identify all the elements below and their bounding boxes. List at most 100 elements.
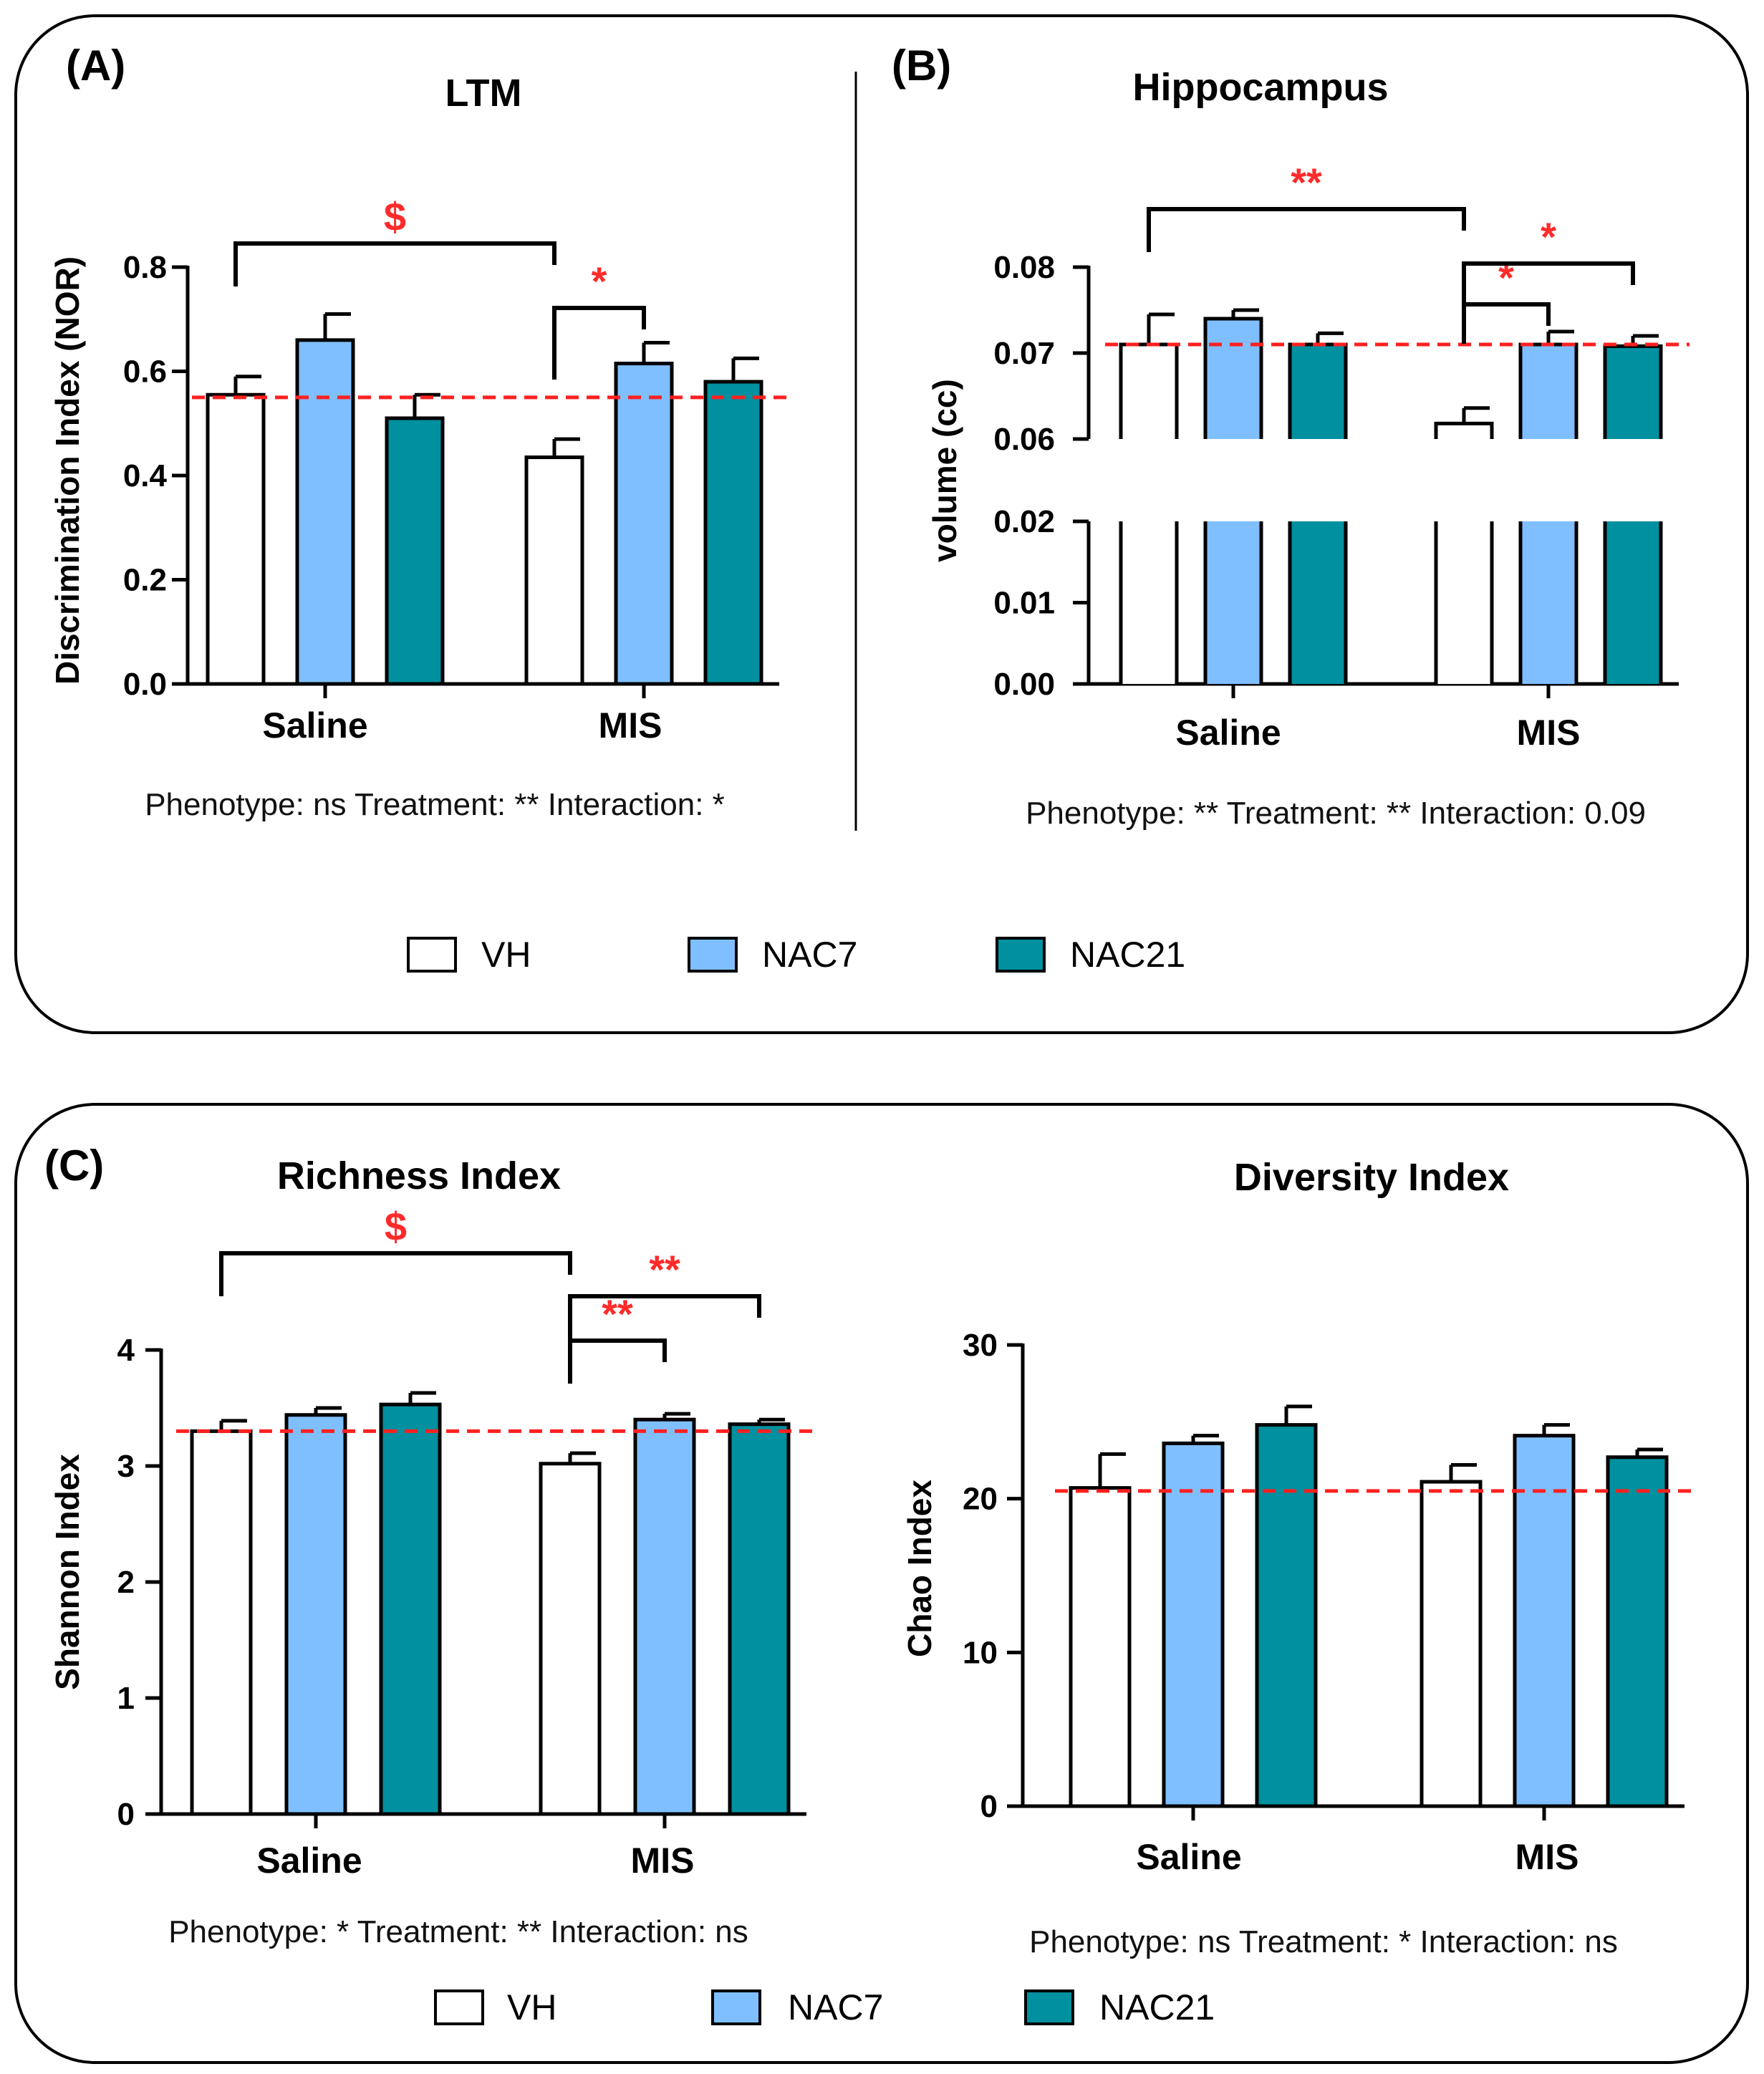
significance-label: $ <box>384 194 406 239</box>
bar-nac7 <box>614 362 674 686</box>
legend-label-nac7: NAC7 <box>762 935 857 975</box>
bar-nac7-lower <box>1520 521 1576 684</box>
y-axis-label-shannon: Shannon Index <box>49 1454 86 1690</box>
significance-bracket <box>568 1339 667 1384</box>
chart-title-hippocampus: Hippocampus <box>1132 66 1388 109</box>
legend-bottom: VH NAC7 NAC21 <box>434 1987 1215 2027</box>
stats-line-hippocampus: Phenotype: ** Treatment: ** Interaction:… <box>1026 796 1646 831</box>
bar-nac7 <box>633 1417 696 1816</box>
bar-nac21 <box>379 1402 442 1816</box>
legend-label-vh: VH <box>507 1987 556 2027</box>
bar-nac21-lower-outline <box>1288 521 1348 684</box>
legend-swatch-nac21 <box>996 937 1046 973</box>
bar-nac7 <box>284 1413 347 1816</box>
x-category-label: MIS <box>599 705 662 746</box>
y-tick-label: 0.6 <box>123 354 167 390</box>
significance-bracket <box>552 306 646 380</box>
legend-label-nac7: NAC7 <box>788 1987 883 2027</box>
chart-richness: 0 1 2 3 4 Saline MIS $ ** ** <box>117 1204 817 1881</box>
y-tick-label: 0.2 <box>123 563 167 598</box>
panel-label-c: (C) <box>44 1142 104 1190</box>
significance-label: * <box>1498 255 1514 300</box>
legend-label-nac21: NAC21 <box>1099 1987 1215 2027</box>
y-axis-label-hippocampus: volume (cc) <box>926 379 963 562</box>
bar-nac21-lower <box>1290 521 1346 684</box>
bar-nac21-lower <box>1605 521 1661 684</box>
bar-nac7-lower-outline <box>1203 521 1263 684</box>
y-tick-label: 20 <box>963 1482 998 1517</box>
y-tick-label: 0.07 <box>993 336 1055 371</box>
bar-vh <box>539 1462 602 1816</box>
panel-label-b: (B) <box>892 42 951 90</box>
significance-bracket <box>219 1251 572 1296</box>
significance-label: ** <box>602 1291 633 1336</box>
bar-vh <box>1420 1480 1483 1808</box>
significance-label: * <box>1541 214 1556 259</box>
bar-vh-lower <box>1436 521 1492 684</box>
y-tick-label: 1 <box>117 1681 135 1716</box>
panel-frame-top <box>14 14 1749 1034</box>
legend-swatch-vh <box>434 1989 484 2025</box>
y-tick-label: 0.01 <box>993 586 1055 621</box>
x-category-label: MIS <box>631 1841 695 1881</box>
x-category-label: Saline <box>262 705 367 746</box>
bar-nac21-upper <box>1290 344 1346 439</box>
y-tick-label: 0.08 <box>993 250 1055 285</box>
bar-vh-lower-outline <box>1119 521 1179 684</box>
bar-nac7 <box>1513 1434 1576 1808</box>
x-category-label: MIS <box>1515 1837 1579 1877</box>
stats-line-richness: Phenotype: * Treatment: ** Interaction: … <box>168 1914 748 1949</box>
bar-vh <box>1069 1486 1132 1808</box>
x-category-label: Saline <box>1136 1837 1241 1877</box>
significance-bracket <box>233 241 556 286</box>
chart-diversity: 0 10 20 30 Saline MIS <box>963 1328 1695 1877</box>
bar-nac21-upper <box>1605 346 1661 439</box>
y-tick-label: 0.02 <box>993 504 1055 539</box>
bar-vh-upper <box>1436 423 1492 439</box>
bar-nac7-upper <box>1520 344 1576 439</box>
legend-swatch-nac21 <box>1024 1989 1074 2025</box>
x-category-label: MIS <box>1517 713 1581 753</box>
y-tick-label: 0.00 <box>993 667 1055 702</box>
stats-line-diversity: Phenotype: ns Treatment: * Interaction: … <box>1029 1924 1618 1959</box>
legend-label-nac21: NAC21 <box>1070 935 1185 975</box>
stats-line-ltm: Phenotype: ns Treatment: ** Interaction:… <box>145 787 725 822</box>
y-tick-label: 0.0 <box>123 667 167 702</box>
chart-title-diversity: Diversity Index <box>1234 1156 1509 1199</box>
bar-nac7-lower-outline <box>1518 521 1579 684</box>
x-category-label: Saline <box>256 1841 362 1881</box>
y-tick-label: 10 <box>963 1635 998 1670</box>
bar-vh <box>190 1429 253 1816</box>
y-axis-label-chao: Chao Index <box>901 1480 938 1657</box>
y-tick-label: 0.06 <box>993 422 1055 457</box>
y-tick-label: 30 <box>963 1328 998 1363</box>
significance-label: $ <box>385 1204 407 1249</box>
bar-nac21 <box>385 416 445 686</box>
significance-label: * <box>592 259 607 304</box>
y-tick-label: 0 <box>117 1797 135 1832</box>
significance-bracket <box>568 1294 761 1339</box>
panel-label-a: (A) <box>66 42 125 90</box>
bar-nac21 <box>703 380 763 686</box>
y-axis-label-ltm: Discrimination Index (NOR) <box>49 256 86 685</box>
y-tick-label: 4 <box>117 1333 135 1368</box>
bar-nac7-upper <box>1205 319 1261 439</box>
chart-title-richness: Richness Index <box>277 1154 561 1197</box>
bar-vh-upper <box>1121 344 1177 439</box>
legend-swatch-vh <box>407 937 457 973</box>
legend-swatch-nac7 <box>711 1989 761 2025</box>
y-tick-label: 0.8 <box>123 250 167 285</box>
bar-vh-lower <box>1121 521 1177 684</box>
y-tick-label: 3 <box>117 1449 135 1484</box>
legend-top: VH NAC7 NAC21 <box>407 935 1185 975</box>
bar-vh <box>206 392 266 686</box>
bar-nac21 <box>728 1422 791 1816</box>
significance-bracket <box>1147 207 1466 252</box>
y-tick-label: 2 <box>117 1565 135 1600</box>
bar-vh-lower-outline <box>1434 521 1494 684</box>
bar-nac7 <box>295 338 355 686</box>
bar-nac21 <box>1255 1423 1318 1808</box>
significance-label: ** <box>1291 160 1322 205</box>
bar-nac7-lower <box>1205 521 1261 684</box>
